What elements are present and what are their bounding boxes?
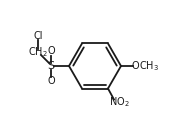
Text: CH$_3$: CH$_3$ [139, 59, 159, 73]
Text: O: O [47, 46, 55, 57]
Text: S: S [47, 61, 55, 71]
Text: O: O [131, 61, 139, 71]
Text: O: O [47, 75, 55, 85]
Text: CH$_2$: CH$_2$ [28, 45, 48, 59]
Text: Cl: Cl [33, 31, 43, 41]
Text: NO$_2$: NO$_2$ [109, 96, 129, 109]
